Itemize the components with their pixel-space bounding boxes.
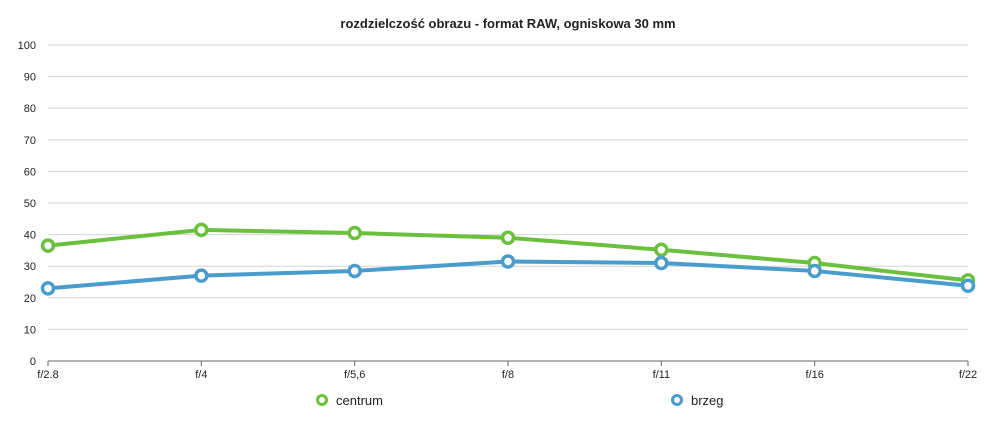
x-tick-label: f/8 <box>502 369 514 381</box>
grid <box>48 44 968 362</box>
data-point <box>40 238 56 253</box>
data-point <box>807 263 822 279</box>
y-tick-label: 40 <box>24 230 36 242</box>
legend: centrum brzeg <box>316 393 724 408</box>
x-tick-label: f/16 <box>805 369 823 381</box>
data-point <box>500 230 516 246</box>
series-group <box>40 222 976 296</box>
chart-title: rozdzielczość obrazu - format RAW, ognis… <box>340 16 675 31</box>
data-point <box>500 254 516 269</box>
y-tick-label: 50 <box>24 198 36 210</box>
legend-marker <box>671 394 683 406</box>
legend-label: centrum <box>336 393 383 408</box>
x-tick-label: f/2.8 <box>37 369 58 381</box>
y-tick-label: 70 <box>24 135 36 147</box>
x-tick-label: f/22 <box>959 369 977 381</box>
y-tick-label: 10 <box>24 324 36 336</box>
y-tick-label: 80 <box>24 103 36 115</box>
y-tick-label: 60 <box>24 166 36 178</box>
data-point <box>194 268 209 283</box>
x-axis: f/2.8 f/4 f/5,6 f/8 f/11 f/16 f/22 <box>37 361 977 381</box>
y-tick-label: 20 <box>24 293 36 305</box>
y-tick-label: 30 <box>24 261 36 273</box>
x-tick-label: f/4 <box>195 369 207 381</box>
data-point <box>960 278 976 294</box>
data-point <box>194 222 209 238</box>
series-centrum <box>40 222 976 288</box>
y-tick-label: 0 <box>30 356 36 368</box>
y-tick-label: 90 <box>24 72 36 84</box>
data-point <box>654 255 669 271</box>
legend-item-brzeg: brzeg <box>671 393 724 408</box>
y-tick-label: 100 <box>18 40 36 52</box>
series-brzeg <box>40 254 976 296</box>
legend-marker <box>316 394 328 406</box>
legend-item-centrum: centrum <box>316 393 383 408</box>
data-point <box>40 281 56 296</box>
legend-label: brzeg <box>691 393 724 408</box>
x-tick-label: f/11 <box>653 369 671 381</box>
y-axis: 0 10 20 30 40 50 60 70 80 90 100 <box>18 40 36 368</box>
x-tick-label: f/5,6 <box>344 369 365 381</box>
data-point <box>347 225 362 241</box>
data-point <box>347 263 362 279</box>
data-point <box>654 242 669 258</box>
